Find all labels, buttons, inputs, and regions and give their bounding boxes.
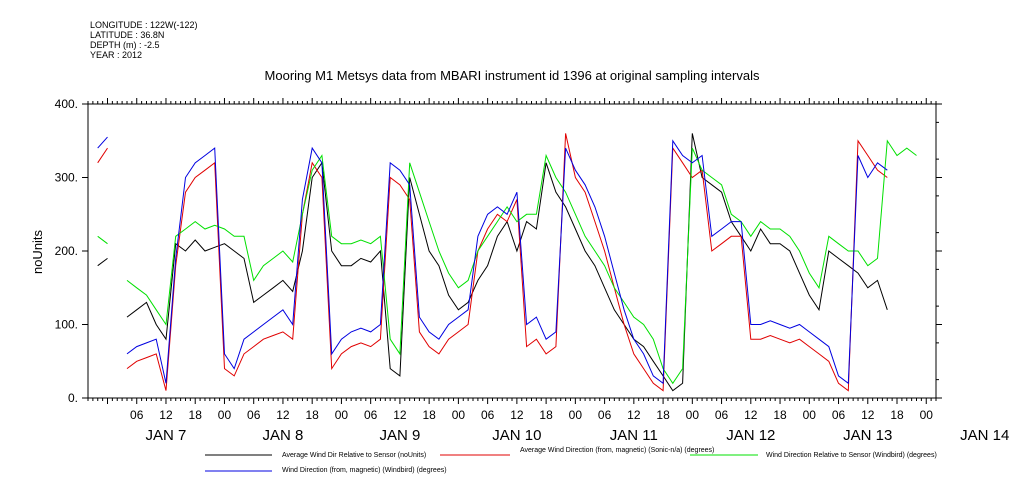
- series-line-avg_dir_sonic: [97, 133, 888, 392]
- y-axis-label: noUnits: [30, 229, 45, 274]
- x-day-label: JAN 10: [492, 427, 541, 444]
- legend: Average Wind Dir Relative to Sensor (noU…: [205, 447, 937, 474]
- x-day-label: JAN 7: [146, 427, 187, 444]
- meta-depth: DEPTH (m) : -2.5: [90, 40, 160, 50]
- x-hour-label: 06: [598, 408, 612, 422]
- x-day-label: JAN 12: [726, 427, 775, 444]
- legend-label-dir_windbird: Wind Direction (from, magnetic) (Windbir…: [282, 467, 447, 474]
- x-day-label: JAN 14: [960, 427, 1009, 444]
- x-hour-label: 18: [539, 408, 553, 422]
- legend-label-dir_rel_windbird: Wind Direction Relative to Sensor (Windb…: [766, 452, 937, 459]
- x-day-label: JAN 9: [379, 427, 420, 444]
- x-hour-label: 18: [306, 408, 320, 422]
- x-hour-label: 12: [744, 408, 758, 422]
- x-hour-label: 18: [189, 408, 203, 422]
- x-hour-label: 18: [656, 408, 670, 422]
- meta-year: YEAR : 2012: [90, 50, 143, 60]
- series-layer: [97, 133, 917, 392]
- meta-latitude: LATITUDE : 36.8N: [90, 30, 165, 40]
- x-day-label: JAN 13: [843, 427, 892, 444]
- x-hour-label: 18: [773, 408, 787, 422]
- metadata-block: LONGITUDE : 122W(-122) LATITUDE : 36.8N …: [90, 20, 198, 60]
- y-tick-label: 400.: [55, 97, 78, 111]
- x-hour-label: 06: [130, 408, 144, 422]
- x-hour-label: 18: [890, 408, 904, 422]
- x-hour-label: 00: [920, 408, 934, 422]
- legend-label-avg_dir_sonic: Average Wind Direction (from, magnetic) …: [520, 447, 714, 454]
- x-hour-label: 06: [481, 408, 495, 422]
- x-hour-label: 00: [335, 408, 349, 422]
- x-hour-label: 00: [218, 408, 232, 422]
- x-hour-label: 00: [686, 408, 700, 422]
- x-hour-label: 06: [715, 408, 729, 422]
- y-tick-label: 100.: [55, 318, 78, 332]
- x-hour-label: 06: [247, 408, 261, 422]
- series-line-dir_windbird: [97, 136, 888, 385]
- x-hour-label: 12: [276, 408, 290, 422]
- x-hour-label: 00: [452, 408, 466, 422]
- y-tick-label: 0.: [68, 391, 78, 405]
- y-tick-label: 200.: [55, 244, 78, 258]
- legend-label-avg_dir_rel: Average Wind Dir Relative to Sensor (noU…: [282, 452, 426, 459]
- x-hour-label: 12: [627, 408, 641, 422]
- meta-longitude: LONGITUDE : 122W(-122): [90, 20, 198, 30]
- series-line-dir_rel_windbird: [97, 139, 917, 385]
- y-tick-label: 300.: [55, 171, 78, 185]
- x-day-label: JAN 11: [610, 427, 658, 444]
- x-hour-label: 06: [832, 408, 846, 422]
- x-hour-label: 06: [364, 408, 378, 422]
- x-hour-label: 12: [393, 408, 407, 422]
- x-day-label: JAN 8: [263, 427, 304, 444]
- x-hour-label: 12: [861, 408, 875, 422]
- x-hour-label: 12: [510, 408, 524, 422]
- x-hour-label: 00: [803, 408, 817, 422]
- x-hour-label: 18: [422, 408, 436, 422]
- x-hour-label: 00: [569, 408, 583, 422]
- x-hour-label: 12: [159, 408, 173, 422]
- chart-title: Mooring M1 Metsys data from MBARI instru…: [265, 68, 760, 83]
- axis-layer: 0. 100. 200. 300. 400. 06 12 18 00 06 12 18 00 06 12 18…: [55, 97, 1009, 444]
